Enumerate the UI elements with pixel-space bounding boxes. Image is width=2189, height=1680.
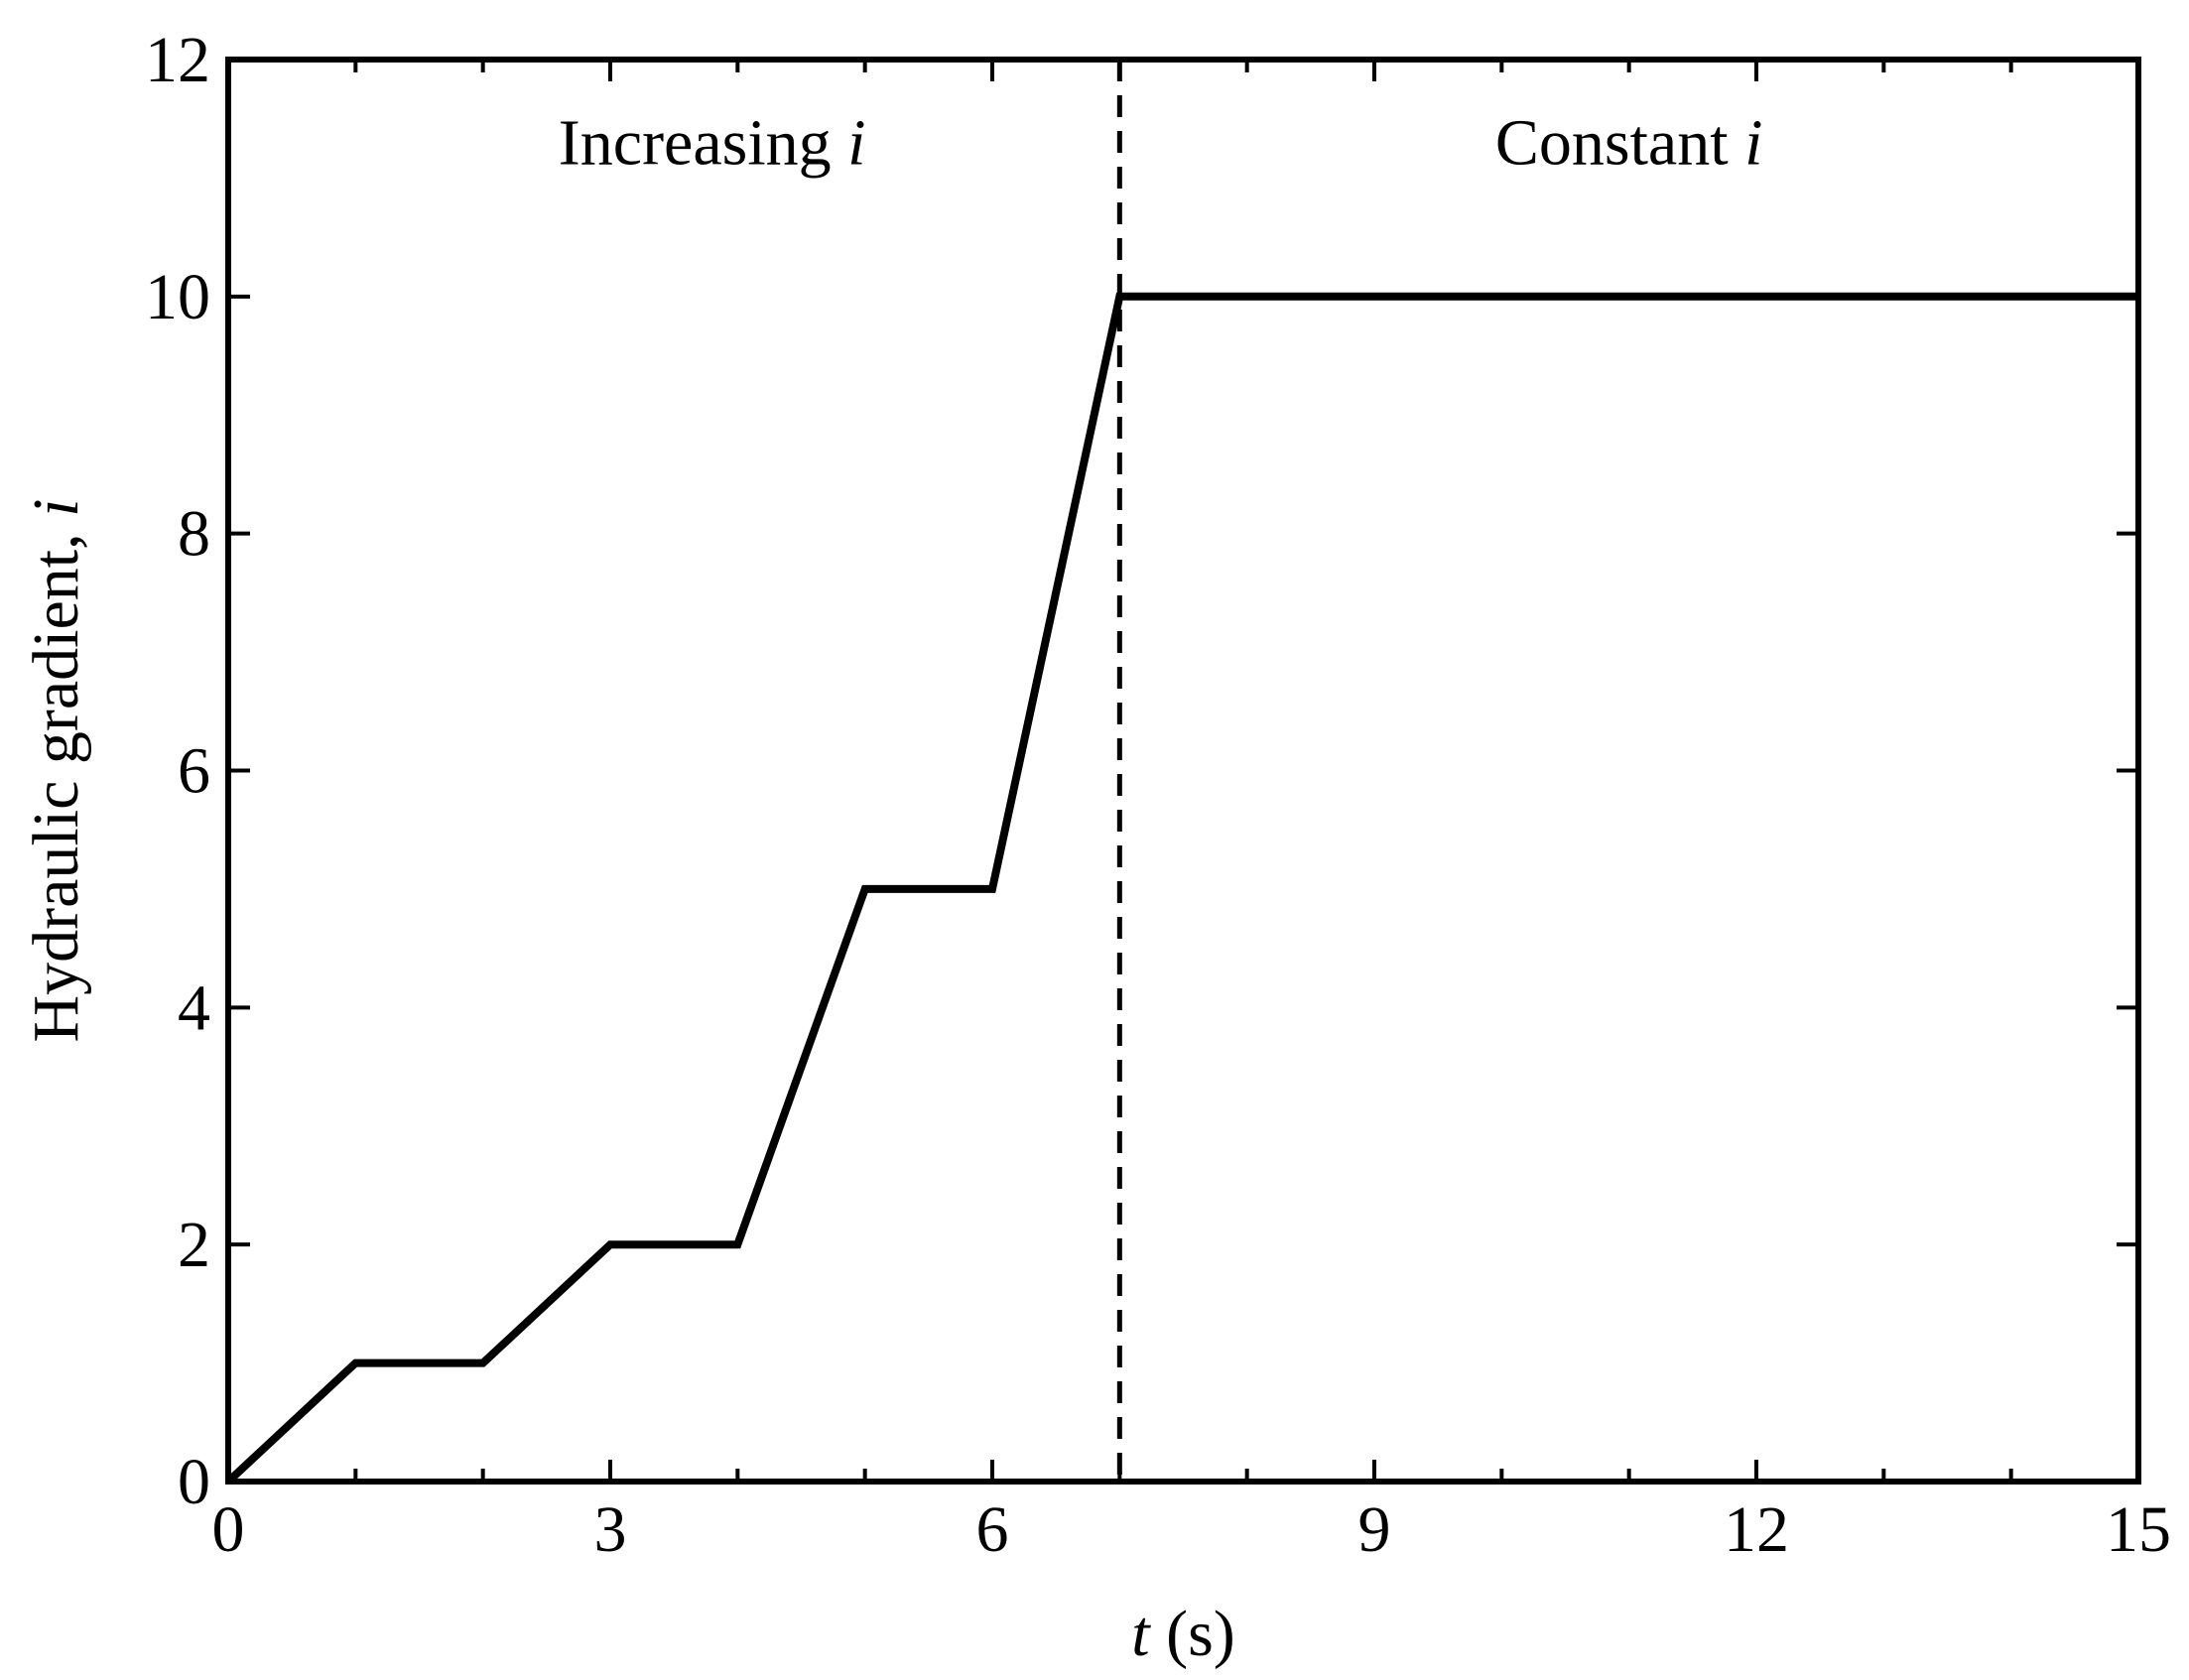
- x-tick-label: 9: [1358, 1493, 1391, 1566]
- plot-area: [225, 57, 2141, 1485]
- x-axis-title: t (s): [1131, 1598, 1235, 1670]
- y-tick-label: 10: [145, 261, 210, 333]
- x-tick-label: 0: [212, 1493, 245, 1566]
- plot-frame: [225, 57, 2141, 1485]
- y-tick-label: 6: [178, 735, 210, 808]
- y-tick-label: 4: [178, 971, 210, 1044]
- tick-labels: 0 3 6 9 12 15 0 2 4 6 8 10 12: [145, 24, 2171, 1566]
- y-tick-label: 8: [178, 498, 210, 571]
- series-line-0: [225, 292, 2138, 1485]
- y-tick-label: 2: [178, 1209, 210, 1281]
- x-tick-label: 12: [1724, 1493, 1789, 1566]
- y-tick-label: 0: [178, 1446, 210, 1518]
- y-tick-label: 12: [145, 24, 210, 96]
- region-annotation: Increasing i: [559, 107, 866, 180]
- axis-ticks: [226, 58, 2140, 1484]
- region-annotation: Constant i: [1495, 107, 1763, 180]
- y-axis-title: Hydraulic gradient, i: [20, 499, 92, 1043]
- annotations: Increasing i Constant i: [559, 107, 1763, 180]
- x-tick-label: 6: [976, 1493, 1009, 1566]
- x-tick-label: 15: [2106, 1493, 2171, 1566]
- x-tick-label: 3: [594, 1493, 627, 1566]
- axis-titles: t (s) Hydraulic gradient, i: [20, 499, 1235, 1671]
